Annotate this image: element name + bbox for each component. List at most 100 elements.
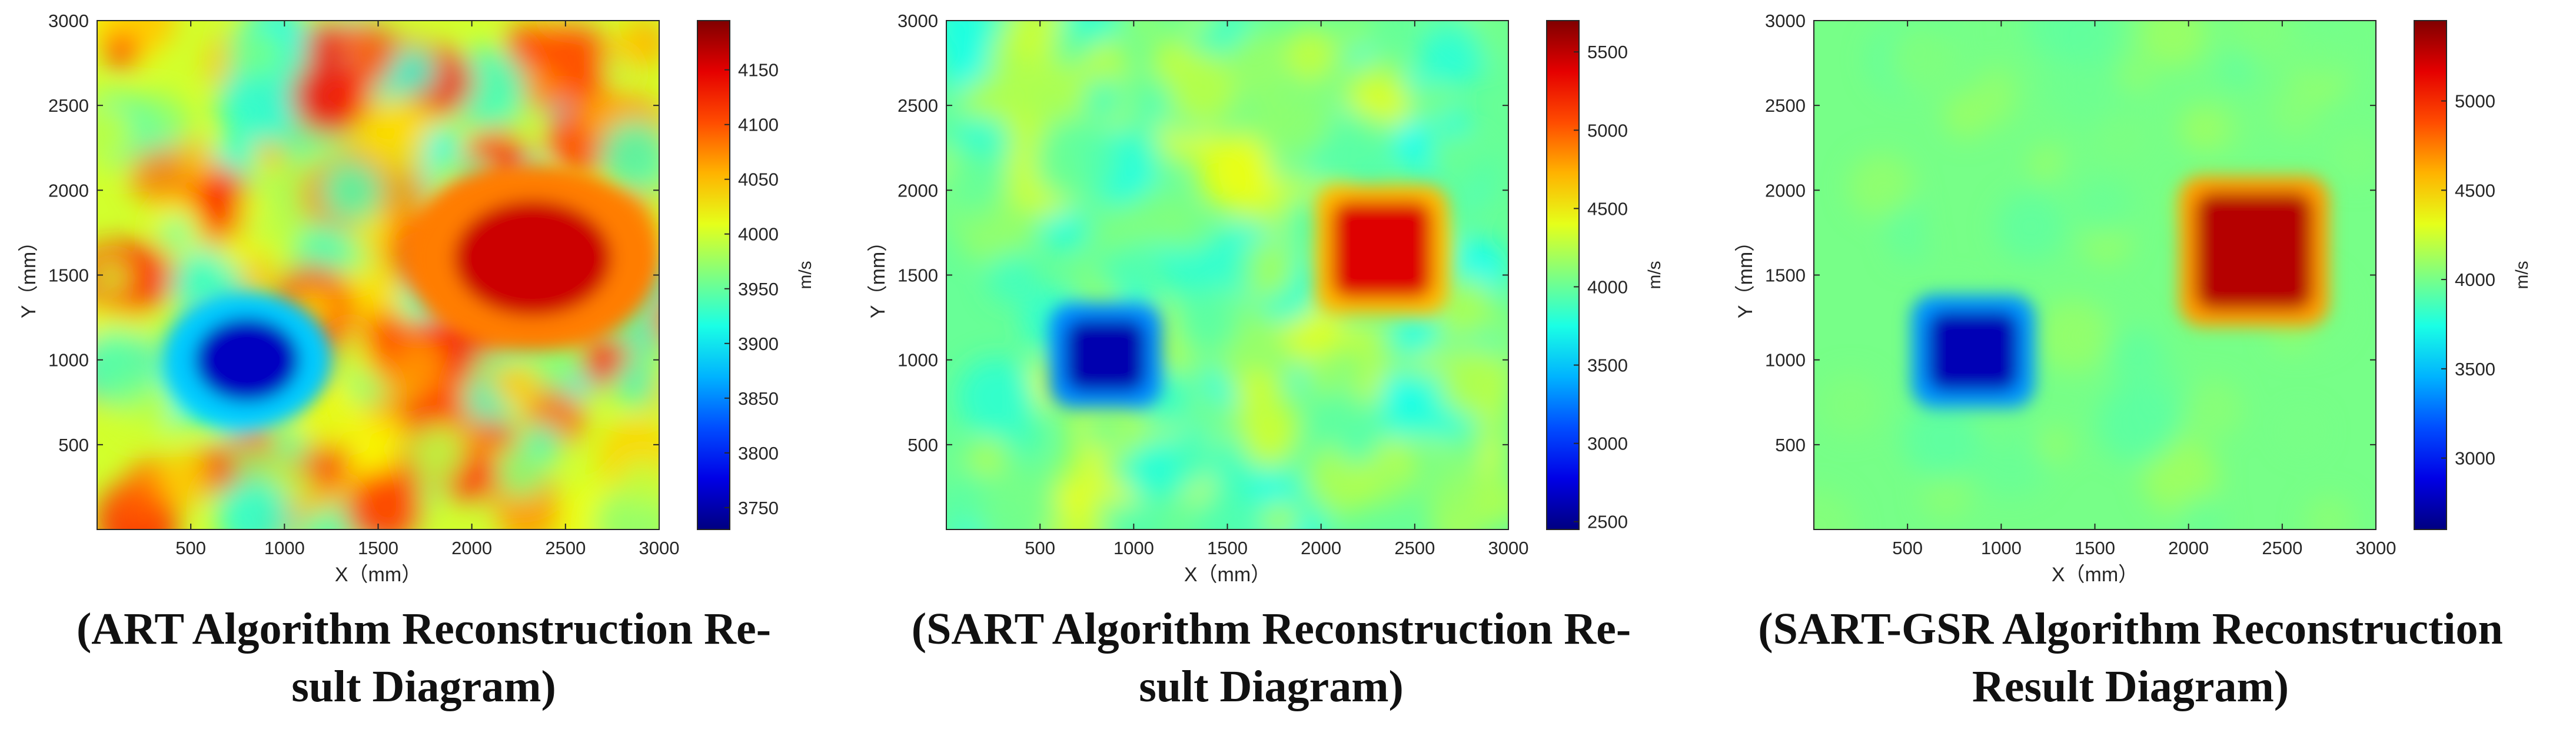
noise-blob [1124,66,1156,99]
caption-sart: (SART Algorithm Reconstruction Re- sult … [847,600,1695,715]
noise-blob [391,46,438,93]
noise-blob [960,76,1012,128]
y-tick-label: 2500 [48,95,89,116]
colorbar-tick-label: 3800 [738,443,779,464]
x-axis-label: X（mm） [1184,564,1271,586]
caption-art: (ART Algorithm Reconstruction Re- sult D… [0,600,847,715]
noise-blob [1215,248,1255,287]
y-tick-label: 2000 [1765,180,1806,201]
panel-art: 500 1000 1500 2000 2500 3000 500 1000 1500 2000 25… [18,11,815,586]
x-tick-label: 1000 [264,538,305,558]
colorbar-tick-label: 4100 [738,115,779,135]
noise-blob [1034,118,1116,201]
noise-blob [1175,291,1239,355]
noise-blob [1439,347,1508,418]
noise-blob [2117,57,2153,94]
x-tick-label: 500 [175,538,206,558]
colorbar-tick-label: 4000 [738,224,779,245]
noise-blob [494,445,548,499]
colorbar-tick-label: 3000 [2455,448,2495,469]
noise-blob [2293,24,2351,82]
noise-blob [987,252,1039,304]
anomaly-regions [162,165,659,428]
noise-blob [1922,472,1970,521]
anomaly-regions [1911,175,2329,408]
x-tick-label: 1500 [358,538,398,558]
noise-blob [1461,152,1504,194]
noise-blob [957,357,1036,437]
colorbar-tick-label: 3000 [1587,434,1628,454]
noise-blob [2328,129,2376,183]
colorbar-tick-label: 5500 [1587,42,1628,62]
caption-sart-gsr-line-1: (SART-GSR Algorithm Reconstruction [1758,604,2503,654]
x-tick-label: 500 [1892,538,1923,558]
x-tick-label: 2500 [545,538,586,558]
noise-blob [359,95,438,175]
noise-blob [157,451,214,508]
y-tick-label: 500 [1775,435,1806,455]
noise-blob [1432,21,1462,36]
noise-blob [1995,191,2066,262]
noise-blob [619,459,659,507]
colorbar-sart: 2500 3000 3500 4000 4500 5000 5500 m/s [1546,20,1664,532]
colorbar-tick-label: 5000 [1587,120,1628,141]
noise-blob [2304,495,2354,529]
noise-blob [2177,497,2226,529]
y-tick-label: 1000 [48,350,89,371]
y-axis-label: Y（mm） [18,232,40,318]
noise-blob [2059,21,2125,66]
noise-blob [1322,113,1397,188]
colorbar-tick-label: 3500 [2455,359,2495,379]
y-tick-label: 3000 [898,11,938,31]
noise-blob [216,480,292,529]
noise-blob [1903,401,1980,478]
noise-blob [2179,105,2226,152]
noise-blob [1124,21,1164,42]
colorbar-gradient [2414,20,2447,530]
y-tick-label: 2500 [1765,95,1806,116]
x-tick-label: 3000 [639,538,680,558]
heatmap-sart [946,21,1508,529]
colorbar-tick-label: 4150 [738,60,779,81]
panel-sart-gsr: 500 1000 1500 2000 2500 3000 500 1000 1500 2000 25… [1734,11,2532,586]
noise-blob [1370,464,1410,503]
y-tick-label: 2000 [48,180,89,201]
anomaly-core [1331,201,1432,299]
caption-art-line-2: sult Diagram) [291,662,556,711]
anomaly-core [194,317,300,402]
noise-blob [1848,154,1914,219]
colorbar-unit-label: m/s [796,261,815,289]
noise-blob [504,24,550,70]
x-tick-label: 2500 [1394,538,1435,558]
noise-blob [1302,352,1347,398]
anomaly-core [453,199,612,317]
noise-blob [614,24,659,70]
noise-blob [2139,21,2208,68]
heatmap-texture [946,21,1508,529]
x-tick-label: 2000 [2168,538,2209,558]
noise-blob [1053,481,1089,517]
colorbar-gradient [697,20,730,530]
noise-blob [1118,501,1159,529]
noise-blob [2219,51,2256,88]
noise-blob [2042,48,2111,118]
noise-blob [2098,382,2179,464]
noise-blob [104,33,139,69]
y-axis-label: Y（mm） [1734,232,1757,318]
noise-blob [2282,411,2322,451]
colorbar-tick-label: 4000 [2455,269,2495,290]
noise-blob [1122,444,1181,502]
noise-blob [217,227,260,270]
y-tick-label: 1000 [1765,350,1806,371]
y-tick-label: 1500 [898,265,938,286]
noise-blob [2095,108,2148,162]
noise-blob [1241,416,1294,468]
noise-blob [1448,431,1485,469]
caption-sart-line-2: sult Diagram) [1139,662,1404,711]
heatmap-art [97,21,659,529]
y-tick-label: 3000 [1765,11,1806,31]
noise-blob [285,471,315,501]
y-tick-label: 1500 [1765,265,1806,286]
noise-blob [946,461,986,529]
colorbar-tick-label: 4050 [738,169,779,190]
